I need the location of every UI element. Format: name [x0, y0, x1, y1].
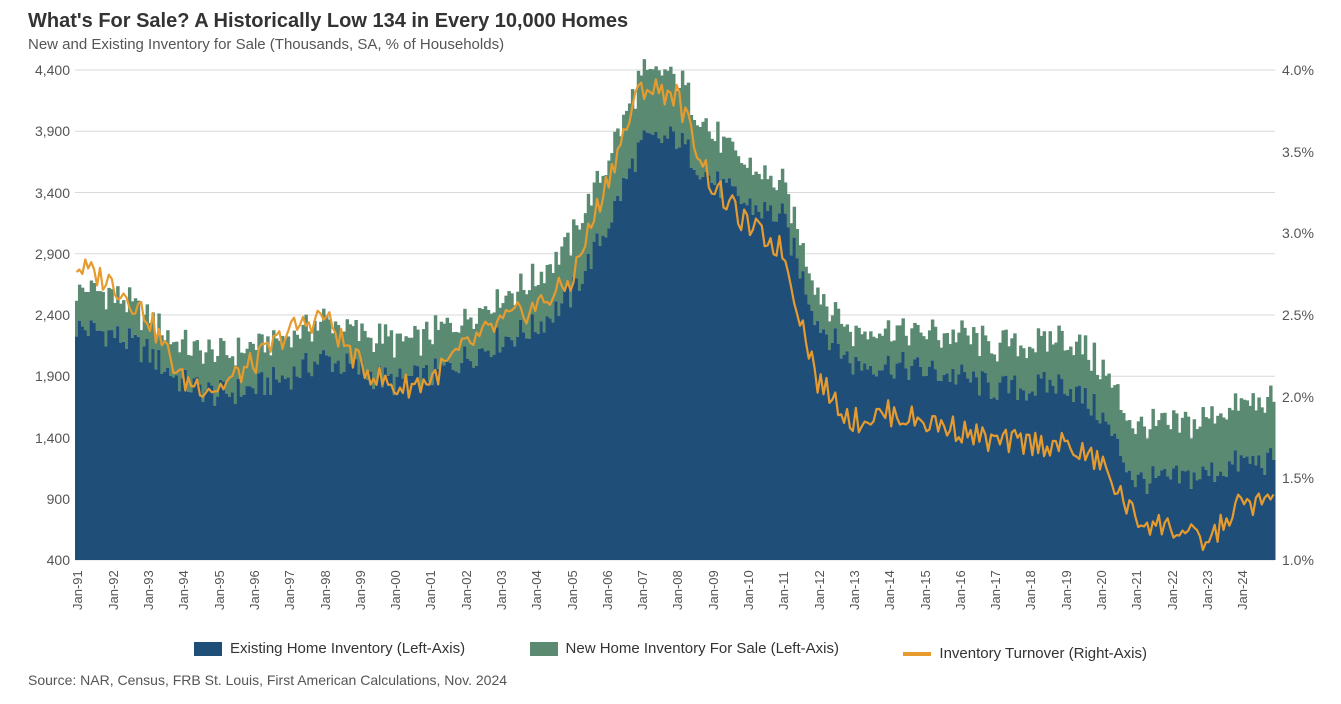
y-left-tick: 3,400: [10, 185, 70, 201]
x-tick: Jan-06: [600, 570, 615, 610]
x-tick: Jan-14: [882, 570, 897, 610]
x-tick: Jan-16: [953, 570, 968, 610]
x-tick: Jan-02: [459, 570, 474, 610]
y-left-tick: 2,400: [10, 307, 70, 323]
source-note: Source: NAR, Census, FRB St. Louis, Firs…: [28, 672, 507, 688]
legend-label-turnover: Inventory Turnover (Right-Axis): [939, 645, 1147, 662]
y-right-tick: 3.0%: [1282, 225, 1341, 241]
chart-title: What's For Sale? A Historically Low 134 …: [28, 10, 628, 33]
y-left-tick: 1,900: [10, 368, 70, 384]
x-tick: Jan-12: [812, 570, 827, 610]
x-tick: Jan-23: [1200, 570, 1215, 610]
x-tick: Jan-15: [918, 570, 933, 610]
x-tick: Jan-96: [247, 570, 262, 610]
x-tick: Jan-08: [670, 570, 685, 610]
x-tick: Jan-11: [776, 571, 791, 610]
y-right-tick: 3.5%: [1282, 144, 1341, 160]
chart-container: What's For Sale? A Historically Low 134 …: [0, 0, 1341, 704]
x-tick: Jan-03: [494, 570, 509, 610]
x-tick: Jan-13: [847, 570, 862, 610]
legend-swatch-new: [530, 642, 558, 656]
x-tick: Jan-97: [282, 570, 297, 610]
y-left-tick: 900: [10, 491, 70, 507]
legend-item-existing: Existing Home Inventory (Left-Axis): [194, 640, 465, 657]
x-tick: Jan-98: [318, 570, 333, 610]
legend-item-new: New Home Inventory For Sale (Left-Axis): [530, 640, 839, 657]
x-tick: Jan-91: [70, 570, 85, 610]
y-left-tick: 1,400: [10, 430, 70, 446]
y-right-tick: 2.0%: [1282, 389, 1341, 405]
x-tick: Jan-94: [176, 570, 191, 610]
x-tick: Jan-93: [141, 570, 156, 610]
x-tick: Jan-24: [1235, 570, 1250, 610]
line-series: [75, 70, 1275, 560]
y-right-tick: 4.0%: [1282, 62, 1341, 78]
x-tick: Jan-95: [212, 570, 227, 610]
y-left-tick: 2,900: [10, 246, 70, 262]
y-axis-left-labels: 4009001,4001,9002,4002,9003,4003,9004,40…: [10, 70, 70, 560]
x-tick: Jan-01: [423, 570, 438, 610]
x-tick: Jan-07: [635, 570, 650, 610]
legend: Existing Home Inventory (Left-Axis) New …: [0, 640, 1341, 662]
y-left-tick: 400: [10, 552, 70, 568]
y-axis-right-labels: 1.0%1.5%2.0%2.5%3.0%3.5%4.0%: [1282, 70, 1341, 560]
x-tick: Jan-09: [706, 570, 721, 610]
x-tick: Jan-20: [1094, 570, 1109, 610]
x-tick: Jan-05: [565, 570, 580, 610]
x-tick: Jan-92: [106, 570, 121, 610]
x-tick: Jan-18: [1023, 570, 1038, 610]
legend-label-existing: Existing Home Inventory (Left-Axis): [230, 640, 465, 657]
legend-item-turnover: Inventory Turnover (Right-Axis): [903, 645, 1147, 662]
x-tick: Jan-00: [388, 570, 403, 610]
x-tick: Jan-99: [353, 570, 368, 610]
x-tick: Jan-19: [1059, 570, 1074, 610]
y-right-tick: 2.5%: [1282, 307, 1341, 323]
y-left-tick: 4,400: [10, 62, 70, 78]
legend-swatch-turnover: [903, 652, 931, 656]
legend-swatch-existing: [194, 642, 222, 656]
chart-subtitle: New and Existing Inventory for Sale (Tho…: [28, 36, 504, 53]
x-tick: Jan-10: [741, 570, 756, 610]
x-axis-labels: Jan-91Jan-92Jan-93Jan-94Jan-95Jan-96Jan-…: [75, 565, 1275, 625]
y-right-tick: 1.0%: [1282, 552, 1341, 568]
x-tick: Jan-04: [529, 570, 544, 610]
y-right-tick: 1.5%: [1282, 470, 1341, 486]
x-tick: Jan-17: [988, 570, 1003, 610]
x-tick: Jan-21: [1129, 570, 1144, 610]
y-left-tick: 3,900: [10, 123, 70, 139]
x-tick: Jan-22: [1165, 570, 1180, 610]
plot-area: [75, 70, 1275, 560]
legend-label-new: New Home Inventory For Sale (Left-Axis): [566, 640, 839, 657]
